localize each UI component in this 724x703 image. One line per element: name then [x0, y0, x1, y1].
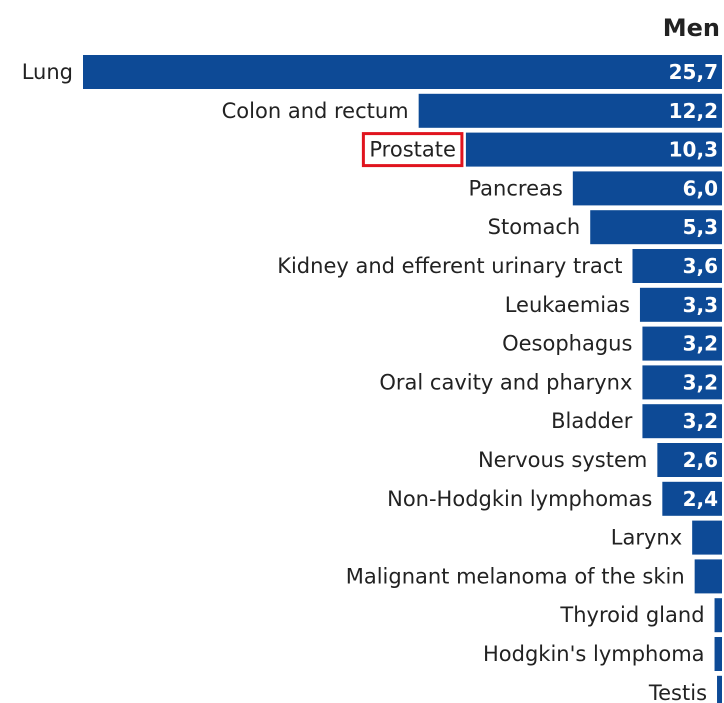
highlight-box [361, 132, 464, 168]
bar [465, 132, 722, 167]
bar [639, 287, 722, 322]
bar [590, 210, 722, 245]
value-label: 3,2 [683, 332, 718, 356]
category-label: Leukaemias [505, 293, 630, 317]
bar [83, 55, 722, 89]
bar [642, 326, 722, 361]
category-label: Kidney and efferent urinary tract [277, 254, 622, 278]
bar [642, 404, 722, 439]
value-label: 3,6 [683, 254, 718, 278]
bar [714, 637, 722, 671]
category-label: Colon and rectum [222, 99, 409, 123]
category-label: Oral cavity and pharynx [379, 370, 632, 394]
category-label: Larynx [611, 526, 682, 550]
value-label: 3,3 [683, 293, 718, 317]
category-label: Non-Hodgkin lymphomas [387, 487, 652, 511]
category-label: Lung [22, 60, 73, 84]
category-label: Oesophagus [502, 332, 632, 356]
value-label: 3,2 [683, 409, 718, 433]
bar [717, 675, 722, 703]
category-label: Testis [648, 681, 707, 703]
bar [662, 481, 722, 516]
value-label: 2,6 [683, 448, 718, 472]
chart-title: Men [663, 14, 720, 42]
category-label: Stomach [488, 215, 581, 239]
bar [692, 520, 722, 555]
bar [572, 171, 722, 206]
value-label: 2,4 [683, 487, 718, 511]
bar [657, 443, 722, 477]
category-label: Thyroid gland [559, 603, 704, 627]
bar [642, 365, 722, 400]
category-label: Hodgkin's lymphoma [483, 642, 705, 666]
value-label: 5,3 [683, 215, 718, 239]
category-label: Nervous system [478, 448, 647, 472]
bar [694, 559, 722, 594]
bar [632, 249, 722, 283]
category-label: Malignant melanoma of the skin [346, 564, 685, 588]
value-label: 25,7 [669, 60, 718, 84]
value-label: 10,3 [669, 138, 718, 162]
value-label: 6,0 [683, 176, 718, 200]
value-label: 3,2 [683, 370, 718, 394]
category-label: Pancreas [468, 176, 562, 200]
category-label: Bladder [551, 409, 633, 433]
bar [418, 93, 722, 128]
value-label: 12,2 [669, 99, 718, 123]
category-label: Prostate [369, 138, 456, 162]
bar [714, 598, 722, 633]
